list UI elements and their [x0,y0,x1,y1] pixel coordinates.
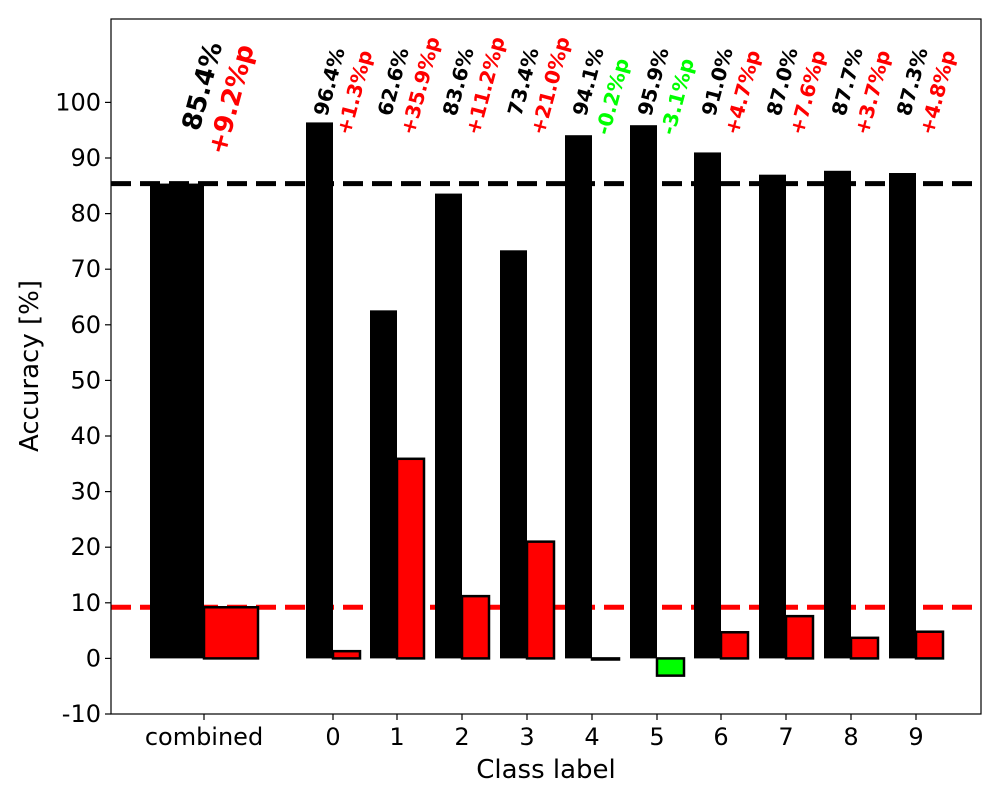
accuracy-bar-combined [150,183,204,659]
y-tick-label: 90 [70,144,101,172]
y-tick-label: 60 [70,311,101,339]
improvement-bar-4 [590,657,621,661]
x-tick-label-5: 5 [649,723,664,751]
improvement-bar-combined [202,605,260,660]
y-axis-ticks: -10 0 10 20 30 40 50 60 70 80 90 100 [55,88,111,728]
x-tick-label-2: 2 [454,723,469,751]
accuracy-bar-7 [759,174,786,659]
x-axis-label: Class label [476,755,616,785]
x-tick-label-6: 6 [713,723,728,751]
improvement-bar-8 [849,636,880,660]
x-tick-label-9: 9 [908,723,923,751]
improvement-bar-3 [525,540,556,660]
y-axis-label: Accuracy [%] [15,280,45,452]
accuracy-bar-4 [565,135,592,659]
improvement-bar-5 [655,657,686,677]
x-tick-label-4: 4 [584,723,599,751]
y-tick-label: 70 [70,255,101,283]
x-tick-label-8: 8 [843,723,858,751]
accuracy-bar-8 [824,170,851,659]
x-tick-label-3: 3 [519,723,534,751]
x-axis-ticks: combined 0 1 2 3 4 5 6 7 8 9 [145,714,924,751]
accuracy-bar-5 [630,125,657,659]
x-tick-label-7: 7 [778,723,793,751]
improvement-bar-9 [914,630,945,660]
accuracy-bar-0 [306,122,333,659]
improvement-bar-0 [331,649,362,660]
y-tick-label: 50 [70,366,101,394]
y-tick-label: 0 [86,644,101,672]
y-tick-label: -10 [62,700,101,728]
accuracy-bar-2 [435,193,462,659]
y-tick-label: 80 [70,200,101,228]
plot-frame [110,18,982,715]
x-tick-label-0: 0 [325,723,340,751]
accuracy-bar-3 [500,250,527,659]
y-tick-label: 100 [55,88,101,116]
x-tick-label-1: 1 [389,723,404,751]
y-tick-label: 20 [70,533,101,561]
y-tick-label: 30 [70,478,101,506]
x-tick-label-combined: combined [145,723,263,751]
improvement-bar-7 [784,614,815,660]
accuracy-bar-6 [694,152,721,659]
accuracy-bar-9 [889,173,916,659]
improvement-bar-1 [395,457,426,660]
accuracy-bar-1 [370,310,397,659]
y-tick-label: 10 [70,589,101,617]
bars [150,122,945,677]
y-tick-label: 40 [70,422,101,450]
improvement-bar-2 [460,594,491,660]
improvement-bar-6 [719,631,750,660]
